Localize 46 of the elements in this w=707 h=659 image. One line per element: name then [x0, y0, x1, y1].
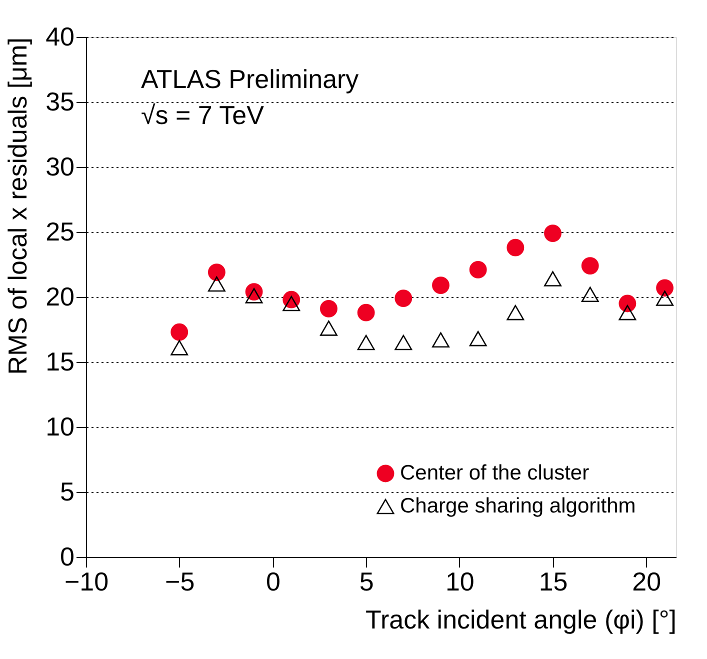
x-axis-title: Track incident angle (φi) [°] [366, 604, 676, 634]
y-tick-label: 25 [46, 216, 74, 246]
legend-label: Charge sharing algorithm [400, 494, 636, 518]
point [432, 276, 450, 294]
point [581, 286, 599, 302]
point [618, 304, 636, 320]
legend-label: Center of the cluster [400, 462, 590, 484]
y-tick-label: 35 [46, 86, 74, 116]
x-tick-label: 20 [632, 566, 662, 596]
y-tick-label: 5 [60, 476, 74, 506]
x-tick-label: 10 [445, 566, 474, 596]
x-tick-label: 15 [538, 566, 568, 596]
point [208, 276, 226, 292]
point [544, 224, 562, 242]
point [170, 323, 188, 341]
point [394, 334, 412, 350]
point [394, 290, 412, 307]
y-tick-label: 30 [46, 152, 74, 182]
point [506, 304, 524, 320]
point [469, 330, 487, 346]
point [469, 261, 487, 278]
point [432, 332, 450, 348]
point [320, 300, 338, 318]
y-tick-label: 20 [46, 282, 74, 312]
y-tick-label: 15 [46, 346, 74, 376]
point [544, 271, 562, 286]
point [581, 257, 599, 274]
y-tick-label: 10 [46, 412, 74, 442]
point [656, 279, 674, 297]
point [357, 334, 375, 350]
x-tick-label: −5 [165, 566, 195, 596]
point [357, 304, 375, 322]
y-tick-label: 40 [46, 22, 74, 52]
y-axis-title: RMS of local x residuals [μm] [2, 38, 33, 375]
point [282, 296, 300, 312]
annotation: ATLAS Preliminary [141, 64, 359, 94]
point [618, 294, 636, 312]
x-tick-label: 0 [266, 566, 280, 596]
annotation: √s = 7 TeV [141, 100, 265, 130]
point [506, 238, 524, 256]
point [320, 320, 338, 336]
point [170, 340, 188, 356]
x-tick-label: 5 [359, 566, 374, 596]
point [656, 290, 674, 306]
point [245, 288, 263, 304]
point [208, 264, 226, 281]
